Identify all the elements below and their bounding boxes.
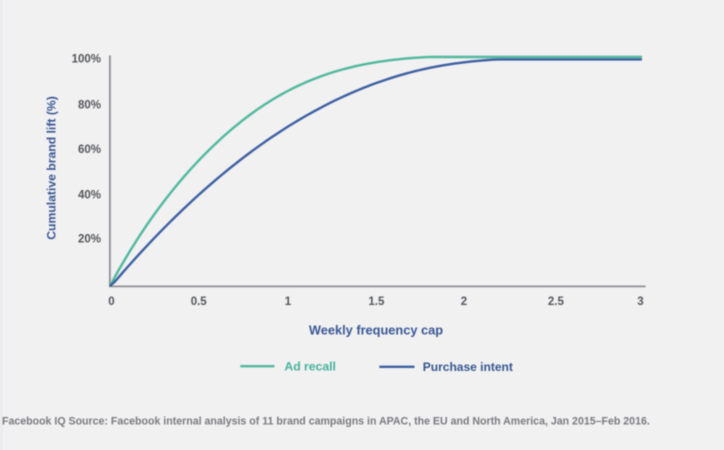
svg-text:1.5: 1.5 [368, 296, 385, 308]
svg-text:3: 3 [637, 296, 643, 308]
svg-text:Facebook IQ Source: Facebook i: Facebook IQ Source: Facebook internal an… [2, 416, 650, 428]
svg-text:0: 0 [108, 296, 114, 308]
svg-text:100%: 100% [72, 53, 101, 65]
svg-text:Ad recall: Ad recall [284, 360, 335, 374]
svg-text:1: 1 [285, 296, 292, 308]
svg-text:Weekly frequency cap: Weekly frequency cap [309, 323, 443, 338]
svg-text:Cumulative brand lift (%): Cumulative brand lift (%) [44, 96, 58, 240]
svg-text:2.5: 2.5 [548, 296, 565, 308]
svg-text:2: 2 [461, 296, 467, 308]
svg-text:60%: 60% [78, 144, 101, 156]
svg-text:40%: 40% [78, 189, 101, 201]
svg-text:Purchase intent: Purchase intent [423, 360, 513, 374]
svg-text:0.5: 0.5 [191, 296, 208, 308]
svg-text:20%: 20% [78, 234, 101, 246]
svg-text:80%: 80% [78, 100, 101, 112]
